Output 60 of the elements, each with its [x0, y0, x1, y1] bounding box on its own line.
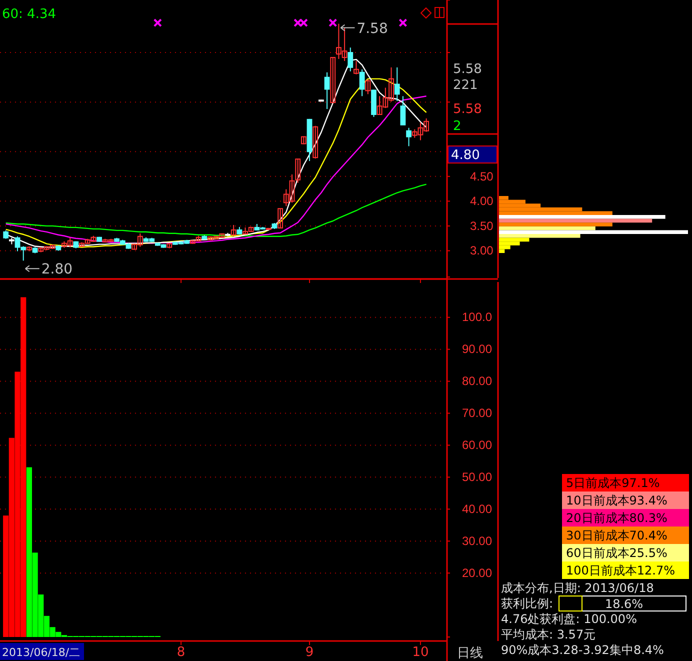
annotation: 2.80	[41, 262, 73, 278]
text: 日线	[457, 646, 483, 661]
x-tick-label: 8	[176, 645, 186, 660]
candlestick	[312, 125, 318, 160]
candlestick	[330, 56, 336, 104]
text: 221	[453, 78, 478, 93]
candlestick	[365, 78, 371, 95]
bar	[499, 215, 666, 219]
annotation: 7.58	[356, 20, 388, 37]
x-tick-label: 10	[412, 645, 429, 660]
y-tick-label: 4.00	[470, 194, 494, 208]
bar	[499, 230, 688, 234]
text: 获利比例:	[501, 596, 554, 610]
y-tick-label: 100.0	[462, 310, 492, 324]
text: 30日前成本70.4%	[566, 528, 668, 542]
text: 2013/06/18/二	[2, 646, 80, 659]
candlestick	[295, 158, 301, 184]
text: 5.58	[453, 62, 482, 77]
candlestick	[406, 127, 412, 147]
candlestick	[278, 208, 284, 229]
text: 2	[453, 119, 462, 134]
candlestick	[354, 60, 359, 75]
y-tick-label: 80.00	[462, 374, 492, 388]
y-tick-label: 40.00	[462, 502, 492, 516]
text: 5.58	[453, 102, 482, 117]
y-tick-label: 20.00	[462, 566, 492, 580]
bar	[499, 211, 612, 215]
y-tick-label: 60.00	[462, 438, 492, 452]
y-tick-label: 50.00	[462, 470, 492, 484]
x-tick-label: 9	[305, 645, 314, 660]
text: 18.6%	[604, 597, 644, 611]
text: 4.76处获利盘: 100.00%	[501, 612, 637, 626]
bar	[499, 226, 596, 230]
y-tick-label: 4.50	[470, 169, 494, 184]
candlestick	[394, 66, 400, 102]
text: 5日前成本97.1%	[566, 476, 660, 490]
text: 10日前成本93.4%	[566, 494, 668, 508]
text: 4.80	[451, 148, 480, 163]
candlestick	[348, 47, 354, 72]
text: 成本分布,日期: 2013/06/18	[501, 581, 654, 595]
bar	[499, 234, 580, 238]
candlestick	[324, 72, 330, 110]
text: 100日前成本12.7%	[566, 564, 676, 578]
candlestick	[400, 96, 406, 126]
text: 60日前成本25.5%	[566, 546, 668, 560]
bar	[499, 218, 652, 223]
text: 20日前成本80.3%	[566, 511, 668, 525]
y-tick-label: 3.50	[470, 218, 494, 233]
line-series	[5, 184, 427, 237]
y-tick-label: 30.00	[462, 534, 492, 548]
y-tick-label: 90.00	[462, 342, 492, 356]
bar	[499, 238, 530, 242]
annotation: 60: 4.34	[2, 7, 56, 22]
text: 平均成本: 3.57元	[501, 628, 596, 642]
candlestick	[359, 68, 365, 97]
y-tick-label: 70.00	[462, 406, 492, 420]
bar	[499, 222, 612, 226]
y-tick-label: 3.00	[470, 244, 494, 258]
candlestick	[230, 224, 236, 236]
text: 90%成本3.28-3.92集中8.4%	[501, 643, 664, 657]
